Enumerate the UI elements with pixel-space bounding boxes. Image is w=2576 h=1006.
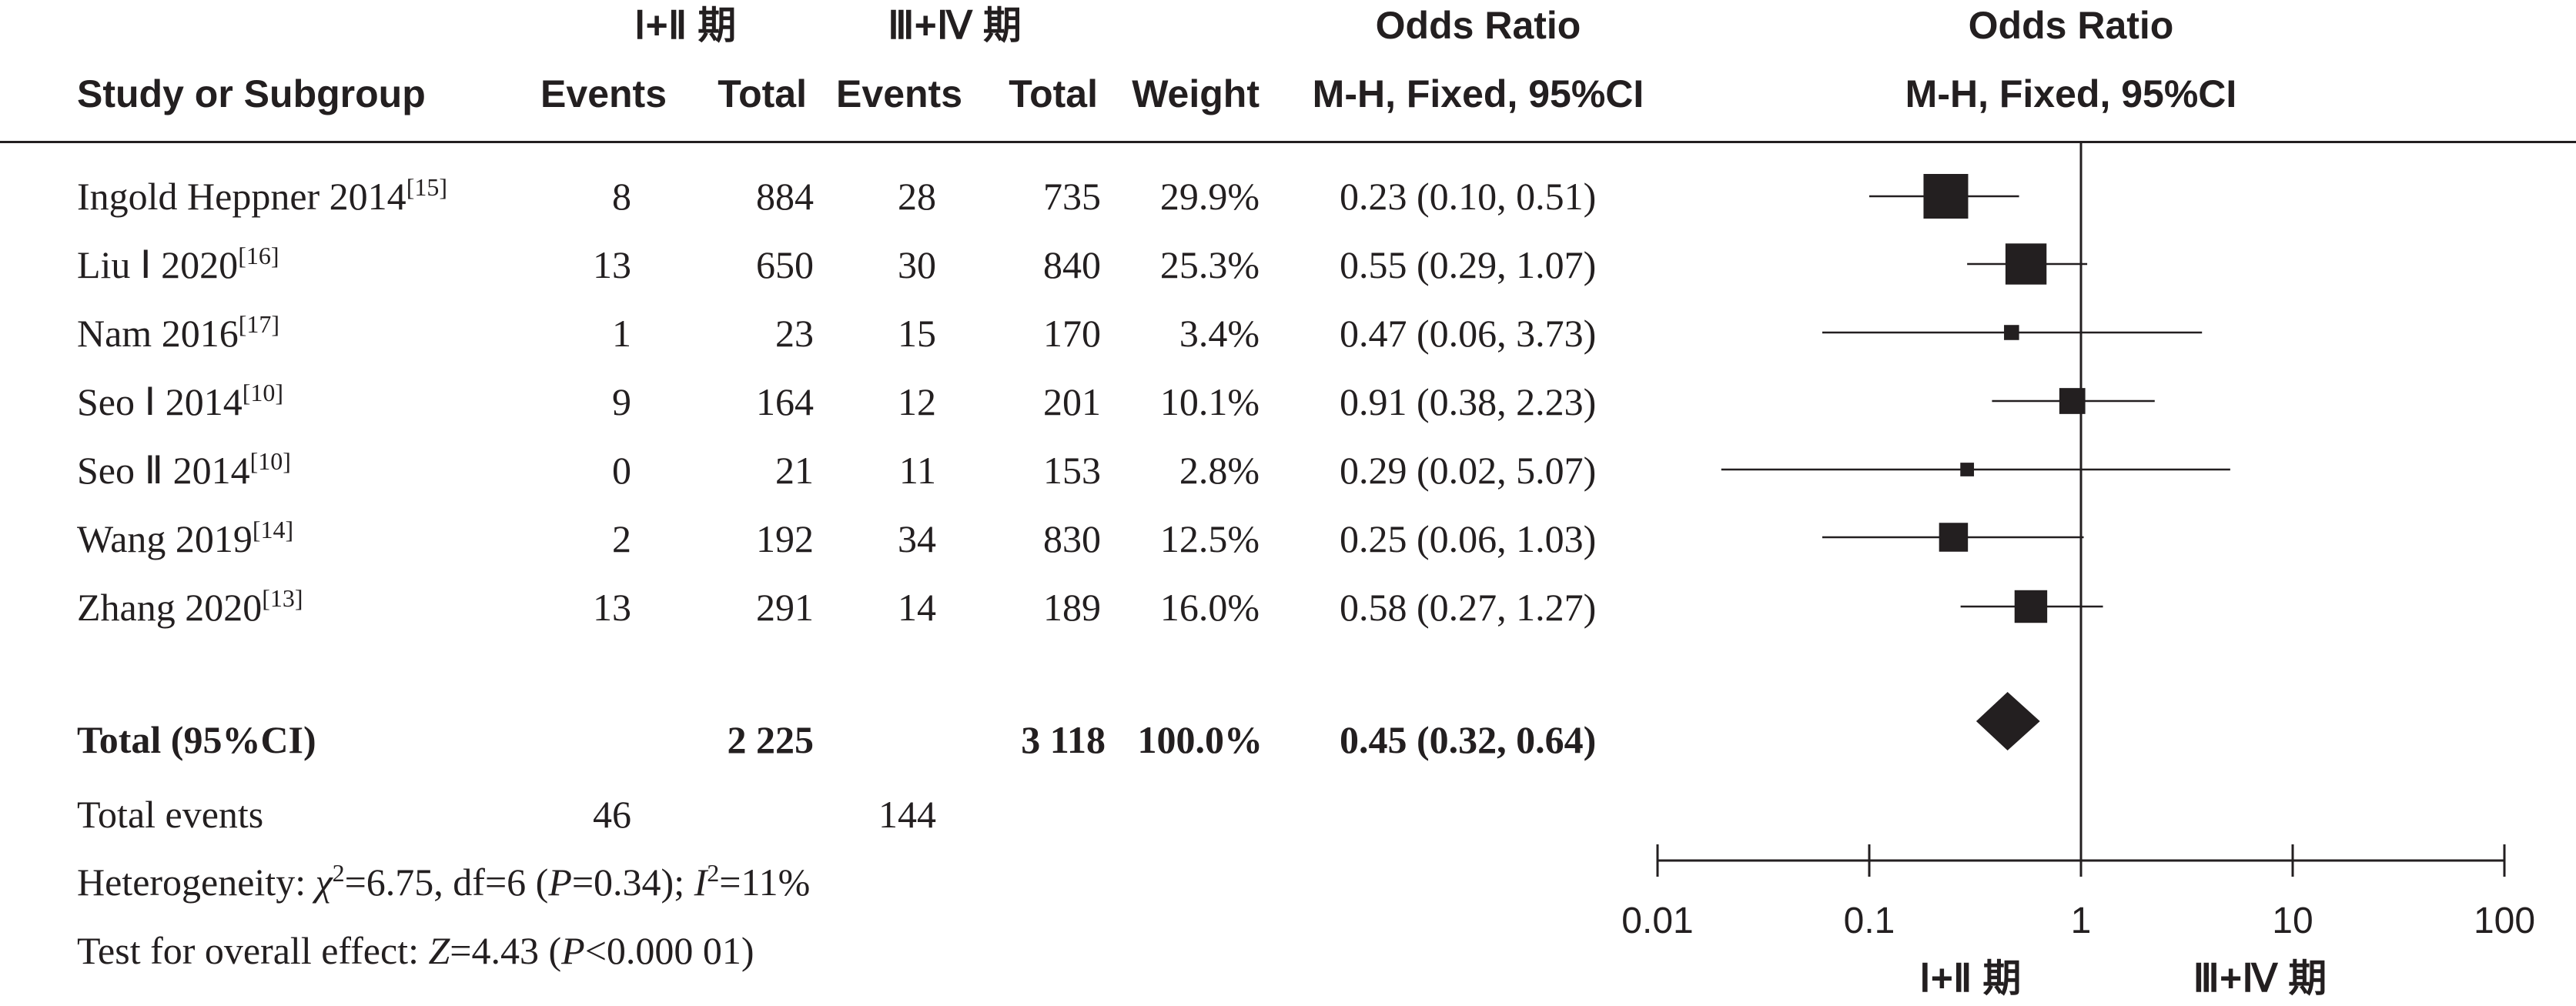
weight-header: Weight (1132, 72, 1260, 115)
events1-cell: 2 (612, 517, 631, 560)
events2-cell: 14 (898, 586, 936, 629)
events2-header: Events (836, 72, 962, 115)
study-column-header: Study or Subgroup (77, 72, 426, 115)
header-rule (0, 141, 2576, 143)
plot-method-header: M-H, Fixed, 95%CI (1905, 72, 2237, 115)
total1-cell: 21 (775, 449, 814, 492)
group1-header: Ⅰ+Ⅱ 期 (634, 4, 737, 47)
total-label: Total (95%CI) (77, 718, 316, 761)
heterogeneity-text: Heterogeneity: χ2=6.75, df=6 (P=0.34); I… (77, 859, 811, 904)
weight-cell: 29.9% (1159, 175, 1260, 218)
or-method-header: M-H, Fixed, 95%CI (1312, 72, 1644, 115)
study-marker (1939, 523, 1969, 552)
total2-cell: 840 (1043, 243, 1101, 286)
total1-cell: 650 (756, 243, 814, 286)
study-name: Seo Ⅰ 2014[10] (77, 379, 284, 423)
overall-effect-text: Test for overall effect: Z=4.43 (P<0.000… (77, 929, 754, 972)
total2-header: Total (1009, 72, 1098, 115)
study-name: Liu Ⅰ 2020[16] (77, 242, 279, 286)
total1-cell: 192 (756, 517, 814, 560)
x-tick-label: 0.1 (1844, 901, 1895, 941)
total1-cell: 291 (756, 586, 814, 629)
total-events1-value: 46 (593, 793, 631, 836)
or-ci-cell: 0.55 (0.29, 1.07) (1340, 243, 1597, 286)
total1-cell: 884 (756, 175, 814, 218)
plot-header: Odds Ratio (1968, 4, 2174, 47)
study-marker (1923, 174, 1969, 219)
weight-cell: 10.1% (1159, 380, 1260, 423)
events2-cell: 12 (898, 380, 936, 423)
or-column-header: Odds Ratio (1375, 4, 1581, 47)
study-name: Nam 2016[17] (77, 310, 280, 355)
events2-cell: 11 (898, 449, 936, 492)
total1-cell: 23 (775, 312, 814, 355)
total2-cell: 189 (1043, 586, 1101, 629)
favours-right-label: Ⅲ+Ⅳ 期 (2193, 957, 2327, 1000)
events1-cell: 8 (612, 175, 631, 218)
study-marker (2059, 388, 2086, 414)
total2-cell: 170 (1043, 312, 1101, 355)
study-marker (2005, 243, 2047, 285)
or-ci-cell: 0.91 (0.38, 2.23) (1340, 380, 1597, 423)
events1-header: Events (540, 72, 667, 115)
pooled-diamond (1975, 692, 2040, 750)
events2-cell: 15 (898, 312, 936, 355)
or-ci-cell: 0.58 (0.27, 1.27) (1340, 586, 1597, 629)
study-name: Ingold Heppner 2014[15] (77, 173, 447, 218)
or-ci-cell: 0.29 (0.02, 5.07) (1340, 449, 1597, 492)
events1-cell: 13 (593, 243, 631, 286)
or-ci-cell: 0.25 (0.06, 1.03) (1340, 517, 1597, 560)
total1-cell: 164 (756, 380, 814, 423)
study-marker (2004, 325, 2019, 340)
total2-cell: 153 (1043, 449, 1101, 492)
total2-value: 3 118 (1021, 718, 1106, 761)
study-name: Wang 2019[14] (77, 516, 294, 560)
events1-cell: 0 (612, 449, 631, 492)
total-events2-value: 144 (878, 793, 936, 836)
x-tick-label: 0.01 (1621, 901, 1693, 941)
group2-header: Ⅲ+Ⅳ 期 (888, 4, 1022, 47)
x-tick-label: 100 (2474, 901, 2535, 941)
x-tick-label: 1 (2071, 901, 2092, 941)
study-name: Zhang 2020[13] (77, 584, 303, 629)
weight-cell: 12.5% (1159, 517, 1260, 560)
study-name: Seo Ⅱ 2014[10] (77, 447, 291, 492)
events2-cell: 28 (898, 175, 936, 218)
weight-cell: 16.0% (1159, 586, 1260, 629)
total1-value: 2 225 (727, 718, 815, 761)
total2-cell: 735 (1043, 175, 1101, 218)
events1-cell: 1 (612, 312, 631, 355)
events1-cell: 9 (612, 380, 631, 423)
total2-cell: 830 (1043, 517, 1101, 560)
total2-cell: 201 (1043, 380, 1101, 423)
favours-left-label: Ⅰ+Ⅱ 期 (1919, 957, 2021, 1000)
study-marker (2014, 590, 2048, 623)
events2-cell: 30 (898, 243, 936, 286)
total-events-label: Total events (77, 793, 264, 836)
study-marker (1960, 463, 1975, 476)
total-ci-value: 0.45 (0.32, 0.64) (1340, 718, 1597, 761)
events1-cell: 13 (593, 586, 631, 629)
weight-cell: 3.4% (1179, 312, 1260, 355)
total-weight-value: 100.0% (1137, 718, 1263, 761)
total1-header: Total (718, 72, 807, 115)
weight-cell: 25.3% (1159, 243, 1260, 286)
or-ci-cell: 0.23 (0.10, 0.51) (1340, 175, 1597, 218)
or-ci-cell: 0.47 (0.06, 3.73) (1340, 312, 1597, 355)
x-tick-label: 10 (2272, 901, 2313, 941)
events2-cell: 34 (898, 517, 936, 560)
weight-cell: 2.8% (1179, 449, 1260, 492)
